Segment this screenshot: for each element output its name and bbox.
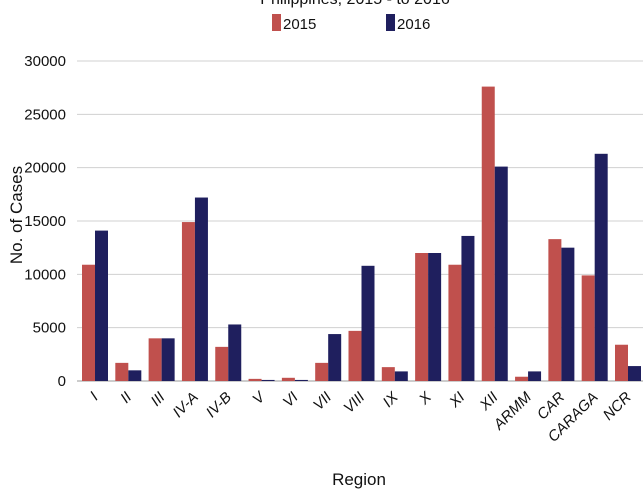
bar-2016-IX [394, 371, 408, 381]
bar-2016-III [161, 338, 175, 381]
legend-swatch-2015 [272, 14, 281, 31]
y-tick-label: 20000 [24, 160, 66, 177]
bar-2015-IV-A [181, 222, 195, 381]
gridlines [77, 60, 643, 382]
y-tick-label: 30000 [24, 53, 66, 70]
x-axis-ticks: I II III IV-A IV-B V VI VII VIII IX X XI XIIARMMCARC… [87, 387, 635, 445]
y-axis-title: No. of Cases [7, 166, 26, 264]
bar-2015-IX [381, 367, 395, 381]
y-tick-label: 0 [58, 373, 66, 390]
bar-2015-NCR [615, 344, 628, 381]
x-tick-label: XII [476, 389, 502, 415]
bar-2015-II [115, 362, 129, 381]
x-axis-title: Region [332, 470, 386, 489]
chart-title: Philippines, 2015 - to 2016 [260, 0, 450, 8]
x-tick-label: II [117, 389, 135, 407]
bar-2016-CARAGA [594, 153, 608, 381]
bar-2015-IV-B [215, 346, 229, 381]
bar-2016-ARMM [528, 371, 542, 381]
legend-swatch-2016 [386, 14, 395, 31]
legend: 2015 2016 [272, 14, 430, 33]
bar-2015-XII [481, 86, 495, 381]
bar-2016-VIII [361, 265, 375, 381]
x-tick-label: VII [310, 389, 335, 414]
bar-2015-X [415, 253, 429, 381]
x-tick-label: ARMM [490, 388, 535, 433]
bar-2015-CAR [548, 239, 562, 381]
bar-2015-VII [315, 362, 329, 381]
y-axis-ticks: 0 5000 10000 15000 20000 25000 30000 [24, 53, 66, 390]
x-tick-label: XI [446, 389, 469, 412]
y-tick-label: 5000 [33, 320, 66, 337]
bar-2016-IV-B [228, 324, 242, 381]
legend-label-2016: 2016 [397, 16, 430, 33]
bar-2016-CAR [561, 247, 575, 381]
bar-2016-II [128, 370, 142, 381]
bar-2016-I [95, 230, 108, 381]
bar-2015-III [148, 338, 162, 381]
bar-2015-I [82, 264, 95, 381]
x-tick-label: VIII [340, 389, 368, 417]
legend-label-2015: 2015 [283, 16, 316, 33]
bar-2015-VIII [348, 330, 362, 381]
x-tick-label: I [87, 389, 102, 404]
y-tick-label: 15000 [24, 213, 66, 230]
bar-2015-CARAGA [581, 275, 595, 381]
bars [82, 86, 641, 381]
bar-2016-NCR [628, 366, 641, 381]
x-tick-label: NCR [600, 389, 635, 424]
x-tick-label: IX [380, 388, 403, 411]
bar-2016-VI [294, 379, 308, 381]
bar-2016-VII [328, 334, 342, 381]
bar-2016-XI [461, 235, 475, 381]
bar-2015-ARMM [515, 376, 529, 381]
bar-2016-IV-A [194, 197, 208, 381]
bar-2016-X [428, 253, 442, 381]
x-tick-label: III [148, 389, 169, 410]
bar-2016-V [261, 379, 275, 381]
x-tick-label: X [415, 388, 436, 409]
bar-2016-XII [494, 166, 508, 381]
bar-2015-VI [281, 377, 295, 381]
y-tick-label: 10000 [24, 266, 66, 283]
x-tick-label: V [249, 387, 270, 408]
bar-2015-XI [448, 264, 462, 381]
y-tick-label: 25000 [24, 106, 66, 123]
bar-2015-V [248, 378, 262, 381]
x-tick-label: IV-A [170, 389, 202, 421]
x-tick-label: VI [280, 389, 302, 411]
x-tick-label: IV-B [203, 389, 235, 421]
